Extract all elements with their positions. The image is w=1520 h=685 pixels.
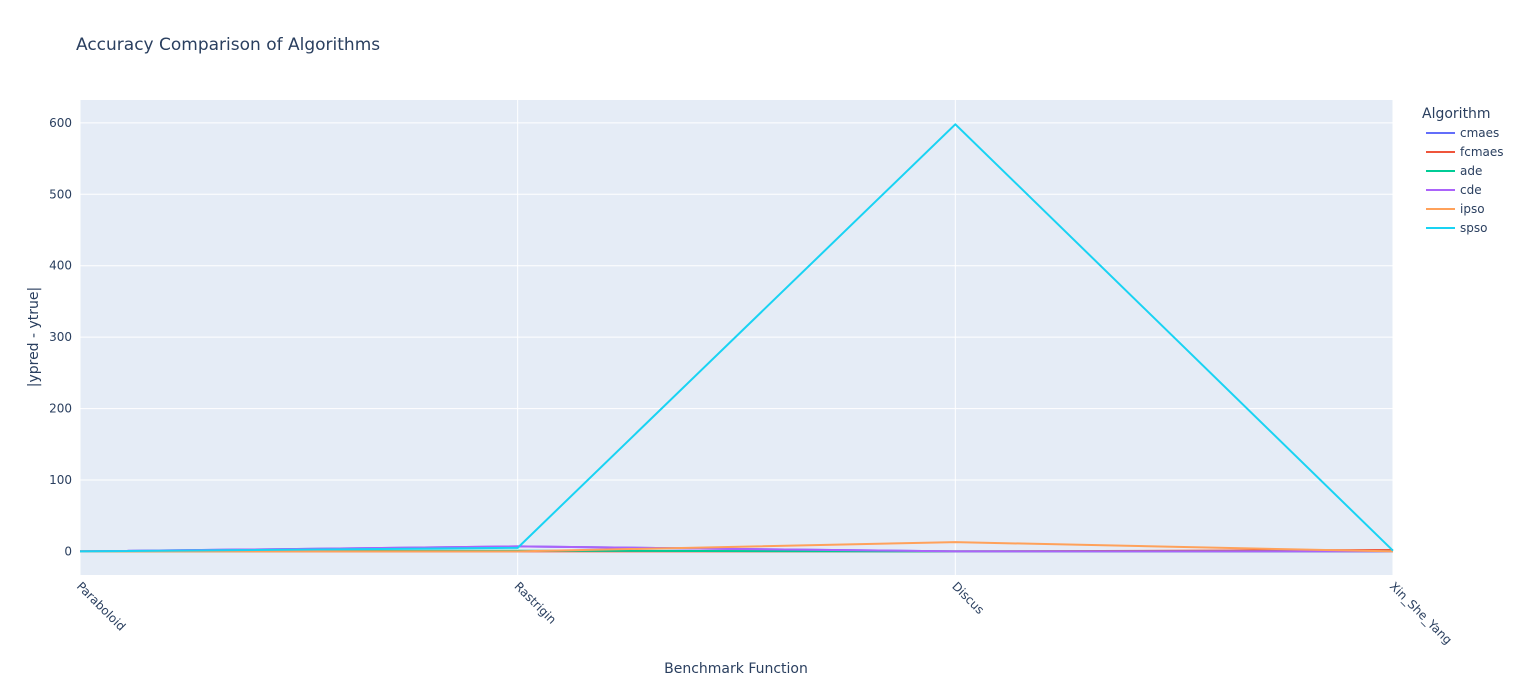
x-tick-label: Rastrigin xyxy=(512,579,560,627)
legend-item-ipso[interactable]: ipso xyxy=(1426,202,1485,216)
x-tick-label: Discus xyxy=(949,579,987,617)
legend-item-cmaes[interactable]: cmaes xyxy=(1426,126,1499,140)
legend-label: fcmaes xyxy=(1460,145,1504,159)
chart-title: Accuracy Comparison of Algorithms xyxy=(76,35,380,55)
y-tick-label: 200 xyxy=(49,402,72,416)
y-tick-label: 300 xyxy=(49,330,72,344)
y-tick-label: 100 xyxy=(49,473,72,487)
y-tick-label: 0 xyxy=(64,544,72,558)
legend-item-fcmaes[interactable]: fcmaes xyxy=(1426,145,1504,159)
legend-item-ade[interactable]: ade xyxy=(1426,164,1482,178)
legend-label: cmaes xyxy=(1460,126,1499,140)
x-tick-label: Paraboloid xyxy=(74,579,128,633)
x-tick-label: Xin_She_Yang xyxy=(1387,579,1455,647)
series-lines xyxy=(79,123,1394,553)
legend-label: cde xyxy=(1460,183,1482,197)
legend[interactable]: cmaes fcmaes ade cde ipso spso xyxy=(1426,126,1504,235)
legend-label: spso xyxy=(1460,221,1487,235)
y-tick-label: 400 xyxy=(49,259,72,273)
x-axis-title: Benchmark Function xyxy=(664,661,808,677)
legend-item-cde[interactable]: cde xyxy=(1426,183,1482,197)
series-line-ipso xyxy=(80,541,1394,553)
y-tick-label: 600 xyxy=(49,116,72,130)
legend-label: ade xyxy=(1460,164,1482,178)
legend-item-spso[interactable]: spso xyxy=(1426,221,1487,235)
legend-title: Algorithm xyxy=(1422,106,1491,122)
legend-label: ipso xyxy=(1460,202,1485,216)
y-tick-label: 500 xyxy=(49,187,72,201)
y-axis-title: |ypred - ytrue| xyxy=(26,287,42,388)
x-axis-ticks: Paraboloid Rastrigin Discus Xin_She_Yang xyxy=(74,579,1455,647)
series-line-spso xyxy=(79,123,1394,553)
y-axis-ticks: 0 100 200 300 400 500 600 xyxy=(49,116,72,559)
